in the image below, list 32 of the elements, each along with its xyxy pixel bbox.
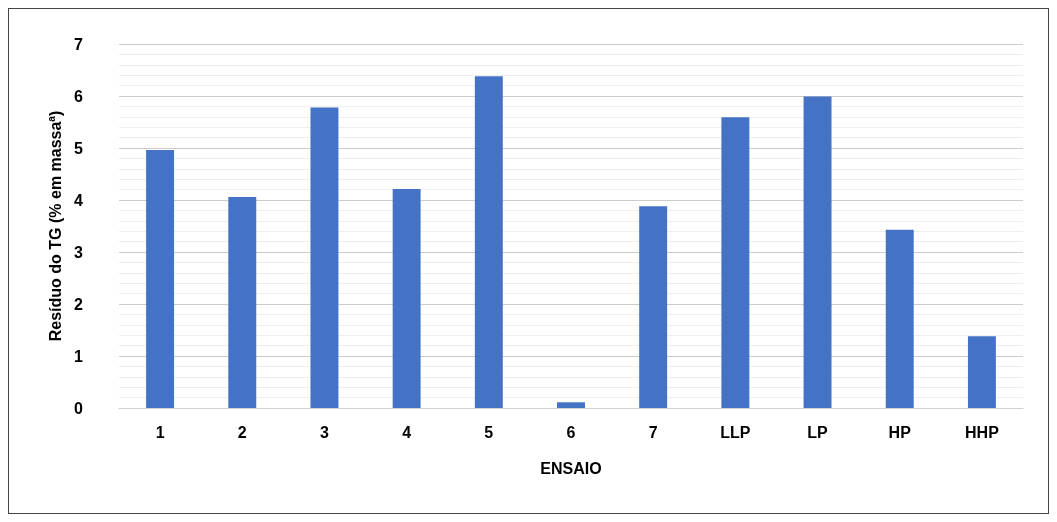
y-tick-label: 0 xyxy=(74,399,84,417)
y-tick-label: 5 xyxy=(74,139,84,157)
y-tick-label: 4 xyxy=(74,191,84,209)
y-tick-label: 3 xyxy=(74,243,84,261)
x-axis-title: ENSAIO xyxy=(540,459,602,477)
bar xyxy=(310,107,339,408)
x-tick-label: 3 xyxy=(320,423,329,441)
bar xyxy=(146,150,175,408)
x-tick-label: 2 xyxy=(237,423,247,441)
x-tick-label: 7 xyxy=(648,423,658,441)
y-tick-label: 6 xyxy=(74,87,84,105)
bar xyxy=(474,76,503,408)
bar xyxy=(885,229,914,408)
x-tick-label: 6 xyxy=(566,423,576,441)
y-tick-label: 2 xyxy=(74,295,84,313)
bar xyxy=(967,336,996,408)
x-tick-label: 4 xyxy=(402,423,412,441)
y-tick-label: 1 xyxy=(74,347,84,365)
bar xyxy=(803,96,832,408)
x-tick-label: 1 xyxy=(155,423,165,441)
x-tick-label: 5 xyxy=(484,423,494,441)
x-tick-label: HHP xyxy=(965,423,1000,441)
y-tick-label: 7 xyxy=(74,35,84,53)
bar xyxy=(392,189,421,408)
bar xyxy=(228,196,257,408)
y-axis-title: Resíduo do TG (% em massaa) xyxy=(45,110,64,342)
x-tick-label: LLP xyxy=(720,423,751,441)
bar xyxy=(639,206,668,408)
bar xyxy=(557,402,585,408)
bar xyxy=(721,117,750,408)
x-tick-label: HP xyxy=(888,423,912,441)
x-tick-label: LP xyxy=(807,423,829,441)
